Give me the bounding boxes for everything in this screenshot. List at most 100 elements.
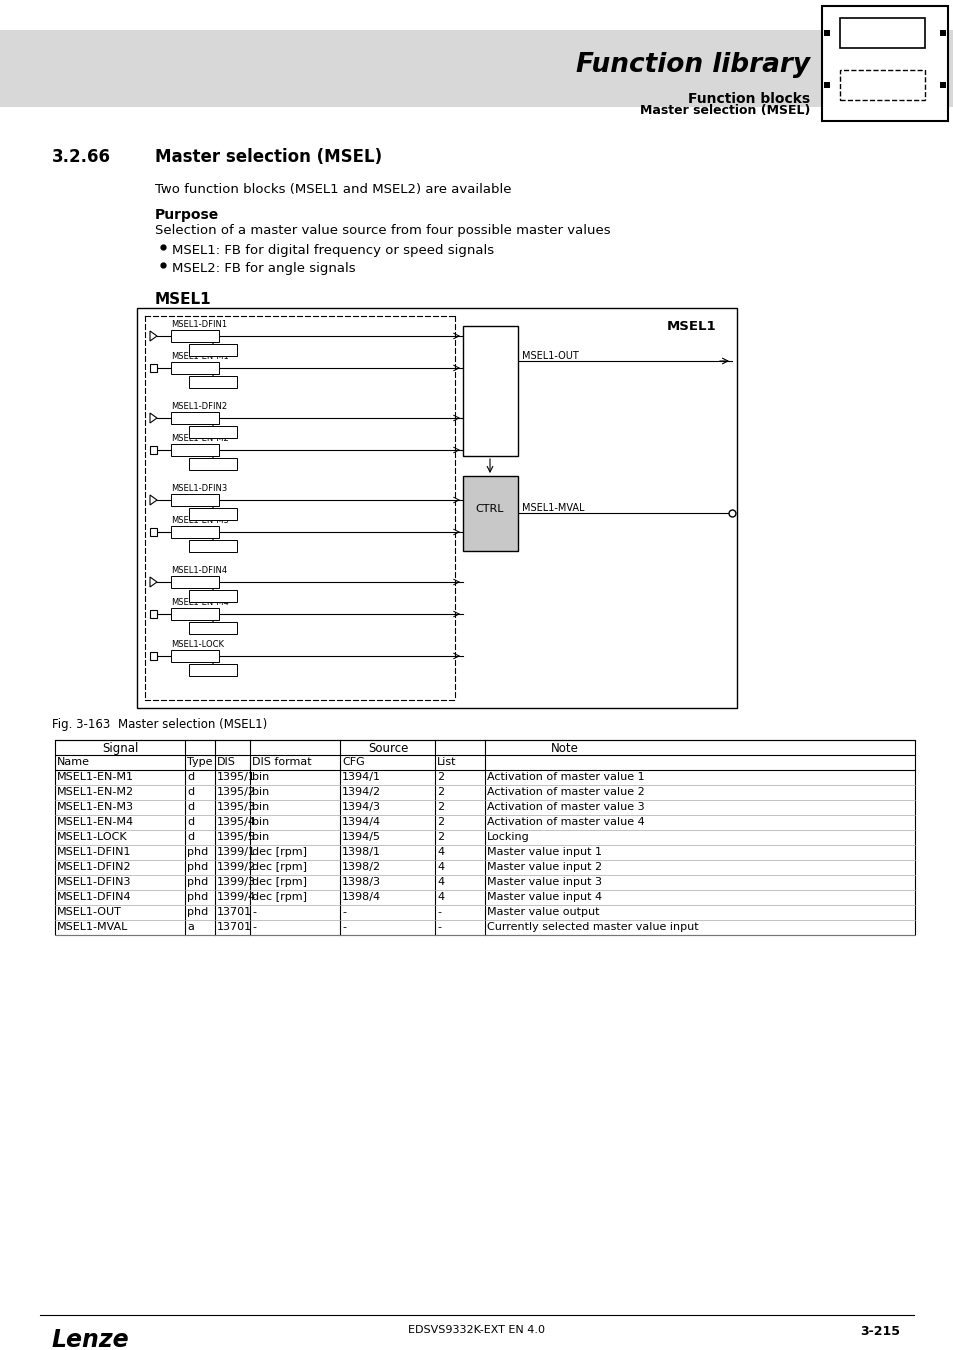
Text: Master value output: Master value output — [486, 907, 598, 917]
Text: -: - — [341, 922, 346, 931]
Text: Master selection (MSEL1): Master selection (MSEL1) — [118, 718, 267, 730]
Bar — [189, 458, 236, 470]
Text: bin: bin — [252, 787, 269, 796]
Text: MSEL1-EN-M2: MSEL1-EN-M2 — [171, 433, 229, 443]
Text: Master selection (MSEL): Master selection (MSEL) — [154, 148, 382, 166]
Text: C1398/3: C1398/3 — [172, 495, 208, 504]
Text: phd: phd — [187, 846, 208, 857]
Text: MSEL1: MSEL1 — [154, 292, 212, 306]
Text: C1399/4: C1399/4 — [191, 591, 226, 599]
Text: MSEL1-LOCK: MSEL1-LOCK — [171, 640, 224, 649]
Text: Fig. 3-163: Fig. 3-163 — [52, 718, 111, 730]
Text: 3.2.66: 3.2.66 — [52, 148, 111, 166]
Text: Master value input 4: Master value input 4 — [486, 892, 601, 902]
Text: C1394/2: C1394/2 — [172, 446, 208, 454]
Bar — [171, 494, 219, 506]
Text: -: - — [252, 907, 255, 917]
Text: -: - — [436, 907, 440, 917]
Text: d: d — [187, 817, 193, 828]
Text: bin: bin — [252, 832, 269, 842]
Text: 4: 4 — [436, 846, 444, 857]
Text: C1395/3: C1395/3 — [191, 541, 226, 549]
Text: MSEL1-DFIN1: MSEL1-DFIN1 — [57, 846, 132, 857]
Text: MSEL1-EN-M3: MSEL1-EN-M3 — [57, 802, 133, 811]
Text: Source: Source — [368, 743, 408, 755]
Text: 2: 2 — [436, 787, 444, 796]
Text: C1399/3: C1399/3 — [191, 509, 226, 518]
Polygon shape — [150, 413, 157, 423]
Text: MSEL1-DFIN2: MSEL1-DFIN2 — [171, 402, 227, 410]
Bar — [823, 82, 829, 88]
Text: 1394/2: 1394/2 — [341, 787, 381, 796]
Text: 1395/4: 1395/4 — [216, 817, 255, 828]
Text: MSEL1-EN-M4: MSEL1-EN-M4 — [171, 598, 229, 608]
Bar — [171, 362, 219, 374]
Text: Lenze: Lenze — [52, 1328, 130, 1350]
Bar — [189, 540, 236, 552]
Text: Activation of master value 1: Activation of master value 1 — [486, 772, 644, 782]
Text: -: - — [436, 922, 440, 931]
Text: 2: 2 — [436, 817, 444, 828]
Text: phd: phd — [187, 878, 208, 887]
Text: dec [rpm]: dec [rpm] — [252, 878, 307, 887]
Text: MSEL1: MSEL1 — [666, 320, 716, 333]
Text: phd: phd — [187, 892, 208, 902]
Text: bin: bin — [252, 772, 269, 782]
Text: dec [rpm]: dec [rpm] — [252, 863, 307, 872]
Text: MSEL1-EN-M4: MSEL1-EN-M4 — [57, 817, 134, 828]
Polygon shape — [150, 495, 157, 505]
Text: Name: Name — [57, 757, 90, 767]
Text: C1395/5: C1395/5 — [191, 666, 226, 674]
Bar — [171, 412, 219, 424]
Text: MSEL1-OUT: MSEL1-OUT — [57, 907, 122, 917]
Bar — [171, 526, 219, 539]
Text: MSEL1-EN-M1: MSEL1-EN-M1 — [171, 352, 229, 360]
Text: 13701: 13701 — [216, 907, 252, 917]
Bar — [189, 508, 236, 520]
Text: C1398/4: C1398/4 — [172, 576, 208, 586]
Text: bin: bin — [252, 817, 269, 828]
Text: 1399/3: 1399/3 — [216, 878, 255, 887]
Text: C1394/4: C1394/4 — [172, 609, 208, 618]
Text: MSEL1: FB for digital frequency or speed signals: MSEL1: FB for digital frequency or speed… — [172, 244, 494, 256]
Text: 2: 2 — [436, 832, 444, 842]
Text: 1395/1: 1395/1 — [216, 772, 255, 782]
Text: MSEL1-DFIN1: MSEL1-DFIN1 — [171, 320, 227, 329]
Text: DIS format: DIS format — [252, 757, 312, 767]
Text: C1394/5: C1394/5 — [172, 651, 208, 660]
Text: MSEL1-DFIN2: MSEL1-DFIN2 — [57, 863, 132, 872]
Bar — [939, 30, 945, 36]
Text: 1398/2: 1398/2 — [341, 863, 381, 872]
Text: C1395/4: C1395/4 — [191, 622, 226, 632]
Text: Master value input 1: Master value input 1 — [486, 846, 601, 857]
Bar — [189, 427, 236, 437]
Text: 4: 4 — [436, 863, 444, 872]
Bar — [150, 528, 157, 536]
Bar — [150, 446, 157, 454]
Bar — [171, 608, 219, 620]
Text: MSEL1-OUT: MSEL1-OUT — [521, 351, 578, 360]
Bar — [171, 576, 219, 589]
Bar — [189, 377, 236, 387]
Text: MSEL1-DFIN3: MSEL1-DFIN3 — [57, 878, 132, 887]
Text: bin: bin — [252, 802, 269, 811]
Text: Function blocks: Function blocks — [687, 92, 809, 107]
Text: Two function blocks (MSEL1 and MSEL2) are available: Two function blocks (MSEL1 and MSEL2) ar… — [154, 184, 511, 196]
Text: Currently selected master value input: Currently selected master value input — [486, 922, 698, 931]
Text: 1398/3: 1398/3 — [341, 878, 380, 887]
Text: Type: Type — [187, 757, 213, 767]
Text: d: d — [187, 772, 193, 782]
Text: -: - — [341, 907, 346, 917]
Bar — [55, 740, 914, 755]
Text: MSEL1-MVAL: MSEL1-MVAL — [521, 504, 584, 513]
Text: DIS: DIS — [216, 757, 235, 767]
Text: Activation of master value 2: Activation of master value 2 — [486, 787, 644, 796]
Polygon shape — [150, 576, 157, 587]
Text: Function library: Function library — [576, 53, 809, 78]
Text: 1399/2: 1399/2 — [216, 863, 255, 872]
Text: 4: 4 — [436, 878, 444, 887]
Bar — [939, 82, 945, 88]
Text: MSEL1-EN-M3: MSEL1-EN-M3 — [171, 516, 229, 525]
Text: MSEL1-DFIN3: MSEL1-DFIN3 — [171, 485, 227, 493]
Text: 2: 2 — [436, 772, 444, 782]
